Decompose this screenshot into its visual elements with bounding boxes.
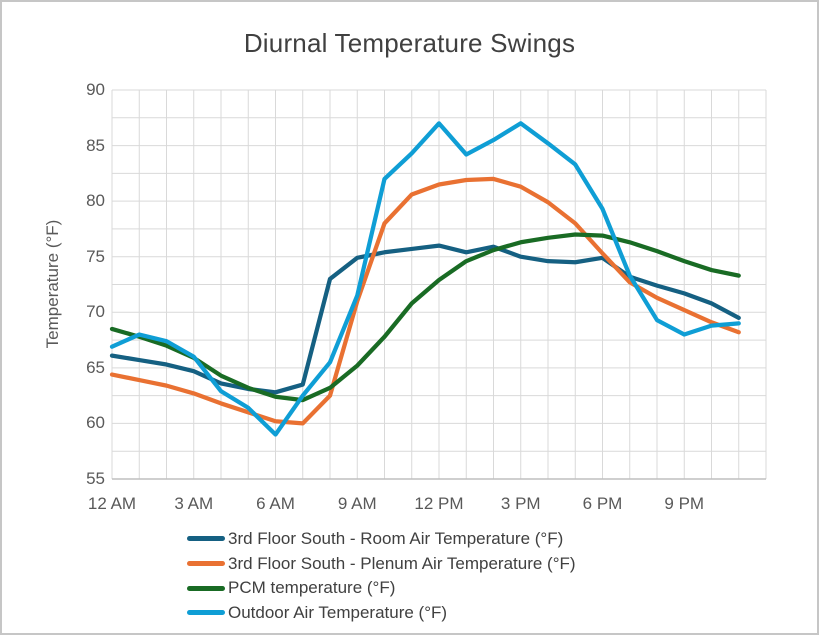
legend-item-0[interactable]: 3rd Floor South - Room Air Temperature (… [187, 529, 576, 549]
series-line-2[interactable] [109, 232, 741, 403]
legend-label: 3rd Floor South - Room Air Temperature (… [228, 528, 564, 548]
legend-item-1[interactable]: 3rd Floor South - Plenum Air Temperature… [187, 554, 576, 574]
y-tick-label: 55 [86, 469, 105, 488]
y-tick-label: 90 [86, 80, 105, 99]
y-axis-title: Temperature (°F) [43, 219, 62, 349]
y-tick-label: 65 [86, 357, 105, 377]
plot-area [109, 89, 767, 480]
legend-label: PCM temperature (°F) [228, 578, 396, 598]
legend: 3rd Floor South - Room Air Temperature (… [187, 529, 576, 623]
legend-line-swatch [187, 610, 225, 616]
series-line-0[interactable] [109, 243, 741, 395]
legend-item-2[interactable]: PCM temperature (°F) [187, 578, 576, 598]
legend-label: Outdoor Air Temperature (°F) [228, 602, 448, 622]
x-tick-label: 3 PM [500, 494, 541, 513]
y-tick-label: 70 [86, 302, 105, 322]
x-tick-label: 9 AM [337, 494, 377, 513]
x-tick-label: 9 PM [664, 494, 705, 513]
x-tick-label: 6 AM [256, 494, 295, 513]
series-line-3[interactable] [109, 121, 741, 437]
legend-line-swatch [187, 585, 225, 591]
chart-title: Diurnal Temperature Swings [243, 28, 576, 58]
gridlines [111, 89, 767, 480]
legend-label: 3rd Floor South - Plenum Air Temperature… [228, 553, 576, 573]
x-tick-label: 12 AM [87, 494, 137, 513]
x-tick-label: 12 PM [414, 494, 464, 513]
y-tick-label: 80 [86, 191, 105, 211]
legend-line-swatch [187, 561, 225, 567]
x-tick-label: 6 PM [582, 494, 623, 513]
y-tick-label: 85 [86, 135, 105, 155]
y-tick-label: 60 [86, 413, 105, 433]
legend-item-3[interactable]: Outdoor Air Temperature (°F) [187, 603, 576, 623]
legend-line-swatch [187, 536, 225, 542]
x-tick-label: 3 AM [174, 494, 214, 513]
y-tick-label: 75 [86, 246, 105, 266]
